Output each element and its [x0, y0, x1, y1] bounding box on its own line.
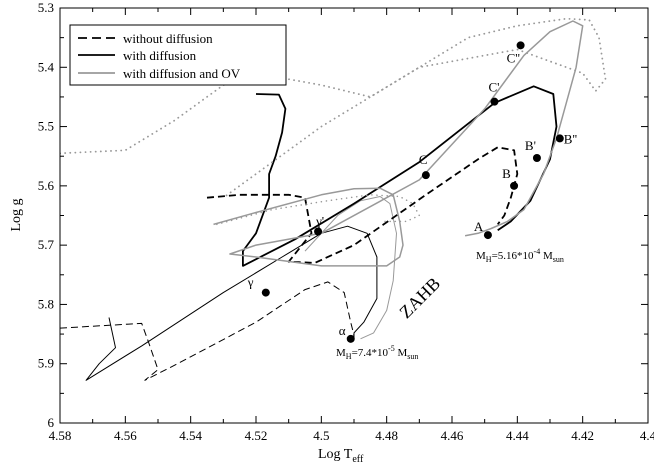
- y-tick-label: 5.5: [38, 119, 54, 134]
- mh-low-unit-sub: sun: [407, 352, 418, 361]
- x-tick-label: 4.52: [245, 428, 268, 443]
- axis-ticks: 4.58 4.56 4.54 4.52 4.5 4.48 4.46 4.44 4.42 4.4 5.…: [38, 0, 654, 443]
- y-tick-label: 5.6: [38, 178, 55, 193]
- marked-point: [510, 181, 519, 190]
- mh-high-sub: H: [486, 255, 492, 264]
- marked-point-label: C: [419, 152, 428, 167]
- legend-label-with-diffusion-ov: with diffusion and OV: [123, 66, 241, 81]
- x-axis-title: Log Teff: [318, 447, 364, 465]
- x-tick-label: 4.58: [49, 428, 72, 443]
- mh-high-value: =5.16*10: [492, 250, 534, 262]
- mh-low-prefix: M: [336, 347, 346, 359]
- marked-point-label: γ: [247, 275, 254, 290]
- x-tick-label: 4.44: [506, 428, 529, 443]
- marked-point: [490, 97, 499, 106]
- mh-high-unit-sub: sun: [553, 255, 564, 264]
- x-tick-label: 4.42: [571, 428, 594, 443]
- x-tick-label: 4.4: [640, 428, 654, 443]
- x-tick-label: 4.56: [114, 428, 137, 443]
- mh-high-exp: -4: [534, 247, 541, 256]
- mh-low-unit: M: [395, 347, 408, 359]
- marked-point: [483, 231, 492, 240]
- legend: without diffusion with diffusion with di…: [69, 24, 287, 86]
- y-tick-label: 5.8: [38, 296, 54, 311]
- x-axis-title-sub: eff: [352, 454, 364, 465]
- marked-point-label: B': [525, 138, 536, 153]
- marked-point: [421, 171, 430, 180]
- marked-point: [261, 288, 270, 297]
- mh-low-annotation: MH=7.4*10-5 Msun: [336, 344, 418, 361]
- x-tick-label: 4.54: [179, 428, 202, 443]
- y-tick-label: 6: [48, 415, 55, 430]
- marked-point-label: C': [488, 80, 499, 95]
- marked-point-label: C'': [507, 50, 520, 65]
- series-line-5: [213, 20, 584, 267]
- mh-low-value: =7.4*10: [352, 347, 389, 359]
- marked-point-label: γ': [315, 214, 324, 229]
- y-tick-label: 5.7: [38, 237, 55, 252]
- y-tick-label: 5.4: [38, 59, 55, 74]
- marked-point-label: A: [474, 219, 484, 234]
- marked-point: [532, 153, 541, 162]
- mh-high-prefix: M: [476, 250, 486, 262]
- y-axis-title: Log g: [9, 198, 24, 231]
- marked-point-label: B: [502, 166, 511, 181]
- marked-point: [346, 334, 355, 343]
- marked-point-label: B'': [564, 131, 577, 146]
- x-axis-title-main: Log T: [318, 447, 353, 462]
- mh-low-exp: -5: [388, 344, 395, 353]
- mh-high-annotation: MH=5.16*10-4 Msun: [476, 247, 564, 264]
- x-tick-label: 4.5: [313, 428, 329, 443]
- series-line-7: [216, 194, 421, 226]
- mh-low-sub: H: [346, 352, 352, 361]
- marked-point: [314, 227, 323, 236]
- y-tick-label: 5.9: [38, 356, 54, 371]
- x-tick-label: 4.46: [441, 428, 464, 443]
- x-tick-label: 4.48: [375, 428, 398, 443]
- legend-label-without-diffusion: without diffusion: [123, 31, 213, 46]
- marked-point-label: α: [339, 323, 346, 338]
- marked-point: [555, 134, 564, 143]
- marked-points: α γ γ' C C' C'' A B B' B'': [247, 41, 577, 343]
- legend-label-with-diffusion: with diffusion: [123, 48, 197, 63]
- mh-high-unit: M: [540, 250, 553, 262]
- y-tick-label: 5.3: [38, 0, 54, 15]
- marked-point: [516, 41, 525, 50]
